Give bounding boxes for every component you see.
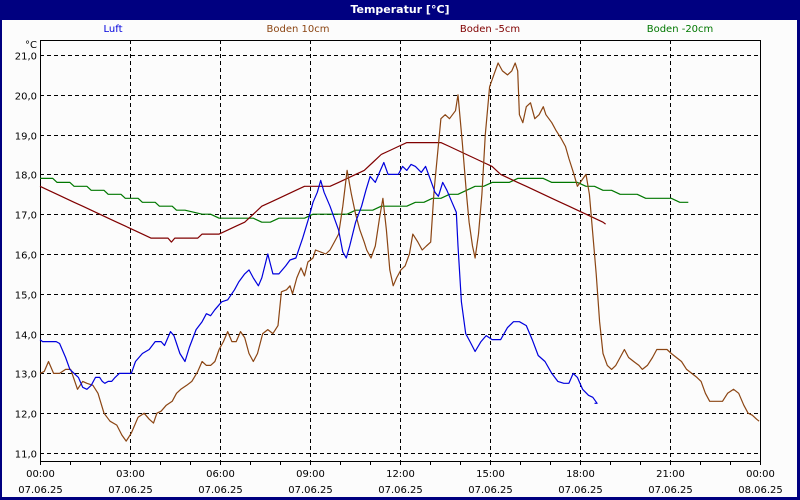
window-title: Temperatur [°C]: [350, 3, 450, 16]
series-line-luft: [39, 161, 598, 404]
x-tick-time: 00:00: [746, 469, 775, 480]
legend-item: Luft: [103, 24, 123, 35]
legend-item: Boden -5cm: [459, 24, 521, 35]
x-tick-date: 07.06.25: [378, 485, 423, 496]
x-tick-time: 12:00: [386, 469, 415, 480]
y-tick-label: 17,0: [15, 211, 37, 222]
x-tick-time: 03:00: [116, 469, 145, 480]
y-tick-label: 20,0: [15, 92, 37, 103]
y-tick-label: 16,0: [15, 251, 37, 262]
series-line-boden-20cm: [40, 177, 689, 223]
x-tick-date: 07.06.25: [468, 485, 513, 496]
y-tick-label: 11,0: [15, 450, 37, 461]
x-tick-date: 07.06.25: [558, 485, 603, 496]
x-tick-time: 18:00: [566, 469, 595, 480]
x-tick-time: 09:00: [296, 469, 325, 480]
y-tick-label: 18,0: [15, 171, 37, 182]
chart-area: Luft Boden 10cm Boden -5cm Boden -20cm: [2, 20, 797, 497]
x-tick-date: 07.06.25: [18, 485, 63, 496]
x-tick-date: 08.06.25: [738, 485, 783, 496]
y-axis-unit: °C: [25, 40, 37, 51]
y-tick-label: 12,0: [15, 410, 37, 421]
y-tick-label: 21,0: [15, 52, 37, 63]
y-tick-label: 15,0: [15, 291, 37, 302]
x-tick-time: 21:00: [656, 469, 685, 480]
y-tick-label: 13,0: [15, 370, 37, 381]
x-tick-time: 00:00: [26, 469, 55, 480]
y-tick-label: 19,0: [15, 132, 37, 143]
x-tick-time: 15:00: [476, 469, 505, 480]
series-line-boden-5cm: [39, 142, 606, 243]
series-line-boden-10cm: [39, 62, 760, 442]
legend-item: Boden -20cm: [646, 24, 714, 35]
x-tick-date: 07.06.25: [648, 485, 693, 496]
x-tick-date: 07.06.25: [108, 485, 153, 496]
legend-item: Boden 10cm: [266, 24, 330, 35]
plot-frame: [40, 40, 761, 462]
x-tick-date: 07.06.25: [288, 485, 333, 496]
y-tick-label: 14,0: [15, 331, 37, 342]
x-tick-time: 06:00: [206, 469, 235, 480]
x-tick-date: 07.06.25: [198, 485, 243, 496]
